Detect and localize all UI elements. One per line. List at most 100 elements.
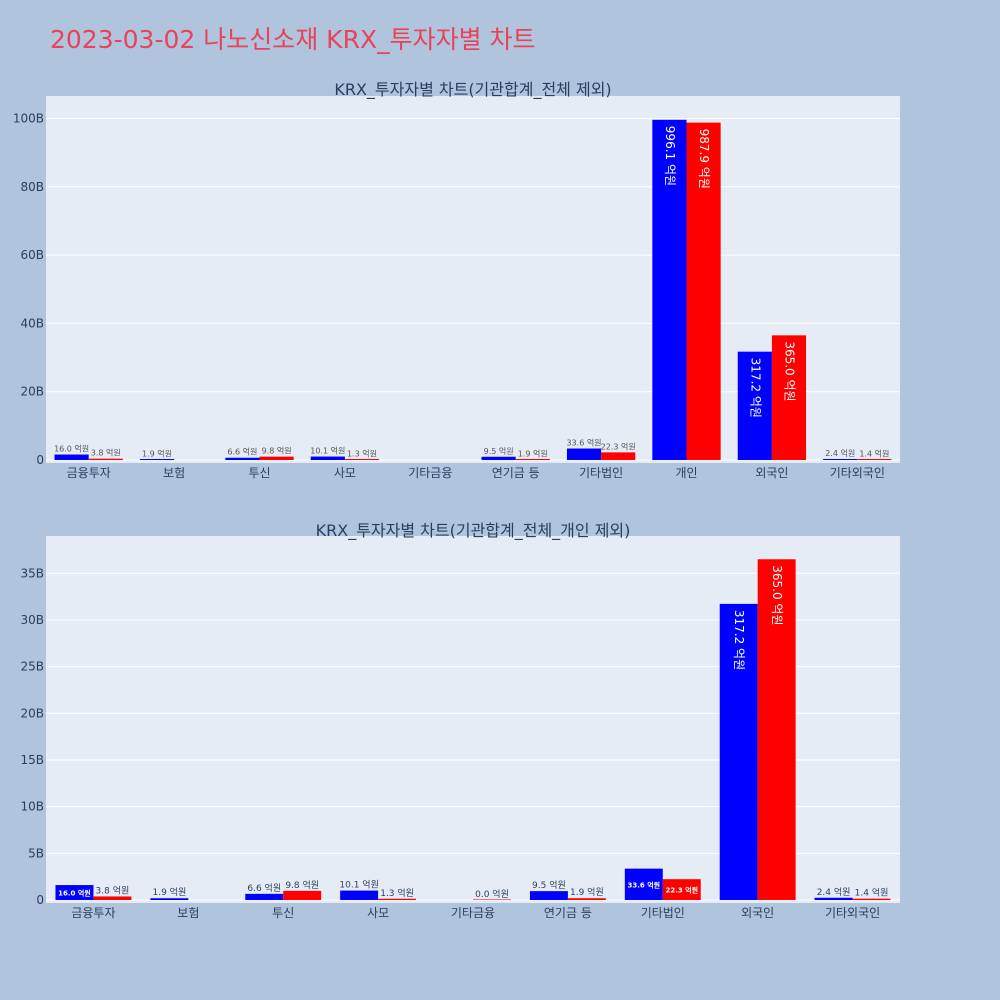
- bar: [515, 459, 550, 460]
- bar: [150, 898, 189, 900]
- bar: [857, 459, 892, 460]
- bar: [737, 351, 772, 460]
- data-label: 9.5 억원: [532, 879, 566, 891]
- x-tick-label: 기타금융: [451, 906, 495, 920]
- x-tick-label: 기타법인: [641, 906, 685, 920]
- data-label: 6.6 억원: [227, 447, 257, 457]
- y-tick-label: 10B: [20, 800, 44, 814]
- bar: [225, 457, 260, 460]
- x-tick-label: 보험: [177, 906, 199, 920]
- data-label: 16.0 억원: [58, 889, 91, 898]
- bar: [566, 448, 602, 460]
- data-label: 9.5 억원: [484, 446, 514, 456]
- bar: [88, 458, 123, 460]
- data-label: 22.3 억원: [665, 886, 698, 895]
- x-tick-label: 외국인: [755, 466, 788, 480]
- y-tick-label: 5B: [28, 846, 44, 860]
- data-label: 9.8 억원: [262, 446, 292, 456]
- data-label: 1.9 억원: [142, 448, 172, 458]
- data-label: 1.4 억원: [855, 887, 889, 899]
- y-tick-label: 0: [36, 893, 44, 907]
- y-tick-label: 100B: [13, 111, 44, 125]
- y-tick-label: 15B: [20, 753, 44, 767]
- x-tick-label: 금융투자: [71, 906, 115, 920]
- data-label: 1.3 억원: [347, 449, 377, 459]
- x-tick-label: 개인: [675, 466, 697, 480]
- bar: [624, 868, 663, 900]
- data-label: 10.1 억원: [310, 446, 345, 456]
- data-label: 33.6 억원: [566, 438, 601, 448]
- data-label: 22.3 억원: [601, 441, 636, 451]
- x-tick-label: 기타법인: [579, 466, 623, 480]
- y-tick-label: 80B: [20, 180, 44, 194]
- data-label: 9.8 억원: [285, 879, 319, 891]
- data-label: 2.4 억원: [825, 448, 855, 458]
- bar: [340, 890, 379, 900]
- chart-panel-2: 0 5B 10B 15B 20B 25B 30B 35B KRX_투자자별 차트(기관합계_전체…: [20, 521, 900, 920]
- bar: [55, 885, 94, 900]
- data-label: 10.1 억원: [339, 879, 378, 891]
- chart-title: KRX_투자자별 차트(기관합계_전체 제외): [334, 80, 611, 100]
- bar: [686, 122, 721, 460]
- bar: [567, 898, 606, 900]
- data-label: 6.6 억원: [247, 882, 281, 894]
- data-label: 365.0 억원: [782, 341, 796, 401]
- y-tick-label: 20B: [20, 385, 44, 399]
- bar: [771, 335, 807, 460]
- data-label: 16.0 억원: [54, 444, 89, 454]
- bar: [529, 891, 568, 900]
- data-label: 996.1 억원: [663, 126, 677, 186]
- bar: [601, 452, 636, 460]
- data-label: 365.0 억원: [770, 565, 784, 625]
- y-tick-label: 20B: [20, 706, 44, 720]
- x-tick-label: 연기금 등: [544, 906, 592, 920]
- x-tick-label: 사모: [334, 466, 356, 480]
- data-label: 987.9 억원: [697, 129, 711, 189]
- bar: [245, 893, 284, 900]
- x-tick-label: 연기금 등: [492, 466, 540, 480]
- y-tick-label: 0: [36, 453, 44, 467]
- data-label: 33.6 억원: [628, 880, 661, 889]
- bar: [259, 456, 294, 460]
- y-tick-label: 25B: [20, 660, 44, 674]
- page-title: 2023-03-02 나노신소재 KRX_투자자별 차트: [50, 25, 536, 54]
- bar: [93, 896, 132, 900]
- x-tick-label: 투신: [272, 906, 294, 920]
- data-label: 3.8 억원: [91, 448, 121, 458]
- bar: [344, 459, 380, 460]
- bar: [139, 459, 175, 460]
- bar: [814, 897, 853, 900]
- bar: [757, 559, 796, 900]
- data-label: 1.3 억원: [380, 887, 414, 899]
- data-label: 0.0 억원: [475, 888, 509, 900]
- x-tick-label: 기타외국인: [830, 466, 885, 480]
- x-tick-label: 금융투자: [67, 466, 111, 480]
- x-tick-label: 기타금융: [408, 466, 452, 480]
- data-label: 1.9 억원: [152, 886, 186, 898]
- data-label: 1.9 억원: [518, 448, 548, 458]
- data-label: 317.2 억원: [732, 610, 746, 670]
- data-label: 2.4 억원: [817, 886, 851, 898]
- chart-panel-1: 0 20B 40B 60B 80B 100B KRX_투자자별 차트(기관합계_전체 제외)…: [13, 80, 900, 480]
- bar: [481, 456, 516, 460]
- bar: [473, 899, 511, 900]
- y-tick-label: 60B: [20, 248, 44, 262]
- chart-title: KRX_투자자별 차트(기관합계_전체_개인 제외): [316, 521, 631, 541]
- x-tick-label: 외국인: [741, 906, 774, 920]
- data-label: 1.4 억원: [859, 449, 889, 459]
- bar: [283, 890, 322, 900]
- bar: [310, 456, 345, 460]
- bar: [852, 898, 891, 900]
- x-tick-label: 사모: [367, 906, 389, 920]
- data-label: 317.2 억원: [748, 358, 762, 418]
- x-tick-label: 투신: [248, 466, 270, 480]
- x-tick-label: 기타외국인: [825, 906, 880, 920]
- data-label: 1.9 억원: [570, 886, 604, 898]
- bar: [54, 454, 89, 460]
- bar: [823, 459, 858, 460]
- bar: [378, 898, 417, 900]
- bar: [652, 119, 687, 460]
- bar: [662, 879, 701, 900]
- x-tick-label: 보험: [163, 466, 185, 480]
